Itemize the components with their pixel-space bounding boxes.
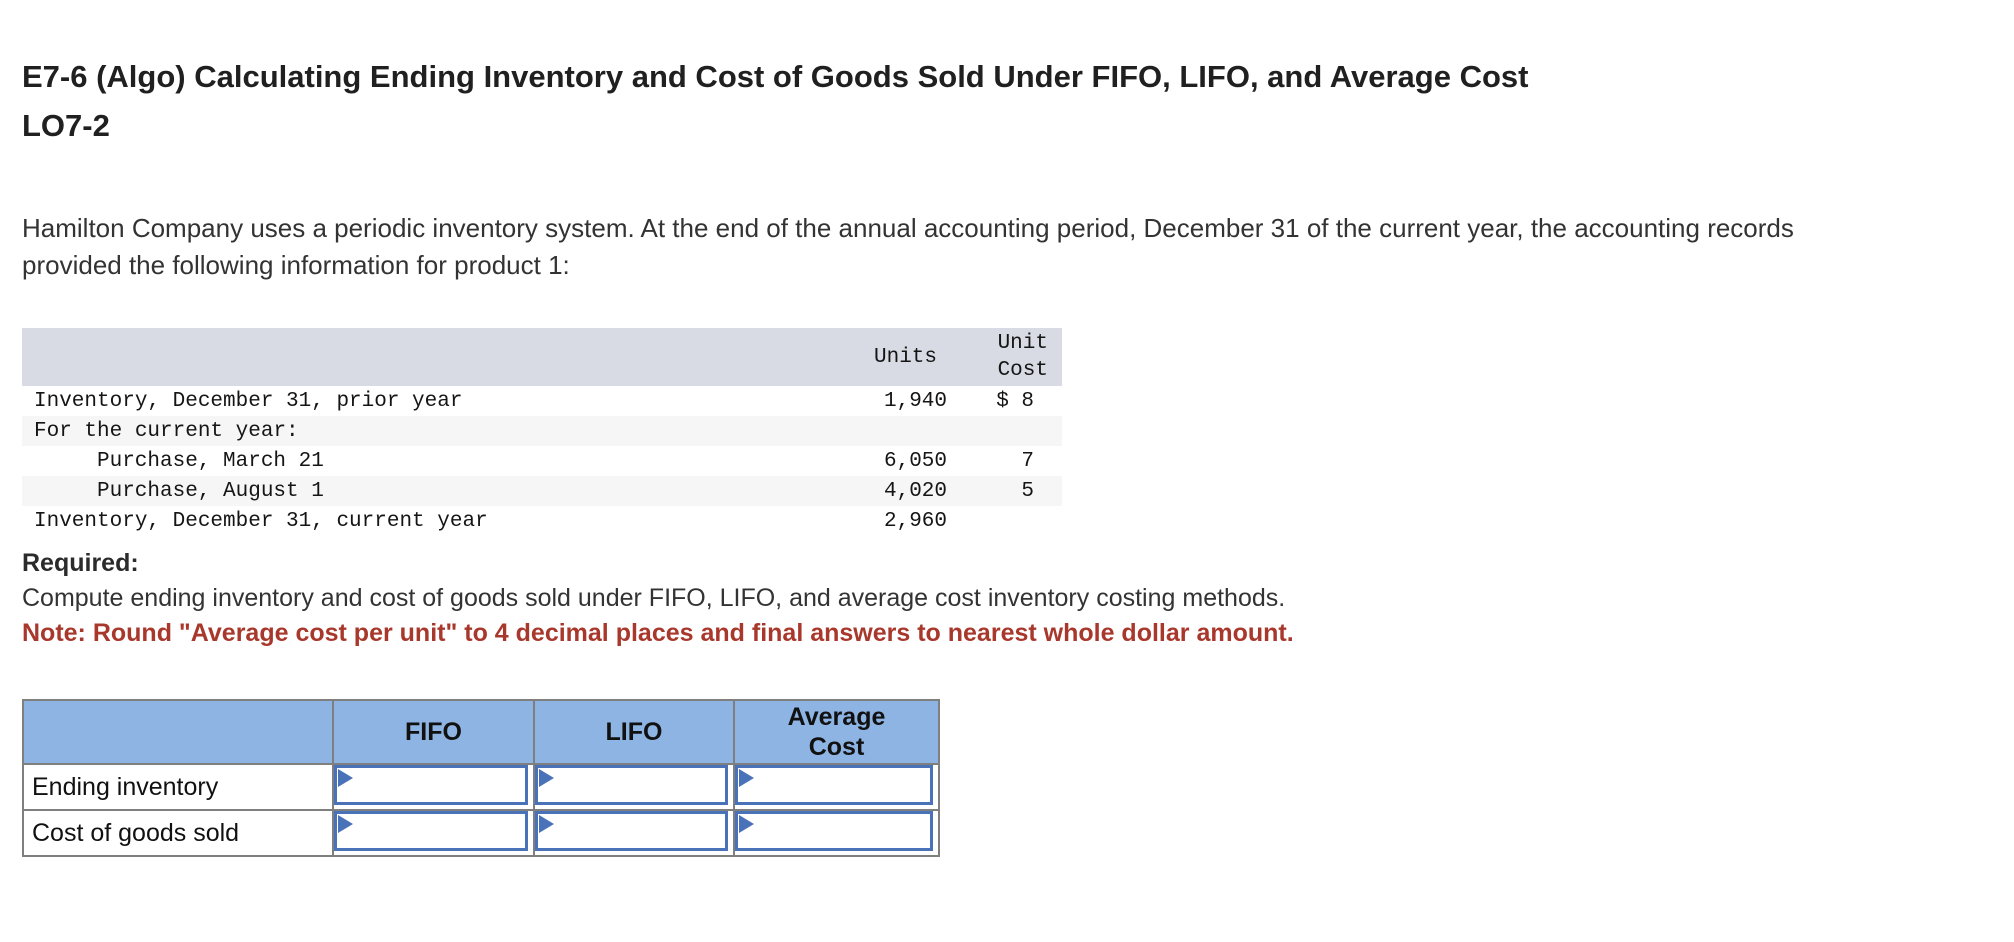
inventory-row-unit-cost: $ 8 bbox=[996, 389, 1034, 413]
inventory-row-units: 4,020 bbox=[883, 479, 947, 503]
table-row: Cost of goods sold bbox=[22, 809, 940, 857]
inventory-row-ending-inventory: Inventory, December 31, current year 2,9… bbox=[22, 506, 1062, 536]
answer-flag-icon bbox=[739, 815, 754, 833]
inventory-row-unit-cost: 5 bbox=[1021, 479, 1034, 503]
inventory-header-spacer bbox=[22, 328, 802, 386]
answer-flag-icon bbox=[539, 769, 554, 787]
unit-cost-column-header: Unit Cost bbox=[947, 328, 1062, 386]
ending-inventory-average-cost-input[interactable] bbox=[735, 765, 933, 805]
column-header-lifo: LIFO bbox=[533, 699, 735, 765]
input-value bbox=[357, 814, 519, 848]
inventory-header-row: Units Unit Cost bbox=[22, 328, 1062, 386]
cost-of-goods-sold-average-cost-input[interactable] bbox=[735, 811, 933, 851]
inventory-row-label: Purchase, August 1 bbox=[97, 479, 324, 503]
answer-table-corner-cell bbox=[22, 699, 334, 765]
column-header-average-cost: Average Cost bbox=[733, 699, 940, 765]
inventory-row-label: For the current year: bbox=[34, 419, 299, 443]
cost-of-goods-sold-lifo-input[interactable] bbox=[535, 811, 728, 851]
unit-cost-header-line2: Cost bbox=[997, 359, 1048, 382]
input-value bbox=[357, 768, 519, 802]
inventory-row-unit-cost: 7 bbox=[1021, 449, 1034, 473]
cell-cost-of-goods-sold-fifo bbox=[332, 809, 535, 857]
intro-paragraph: Hamilton Company uses a periodic invento… bbox=[22, 213, 1794, 280]
inventory-row-units: 6,050 bbox=[883, 449, 947, 473]
problem-title: E7-6 (Algo) Calculating Ending Inventory… bbox=[22, 52, 2014, 150]
cell-ending-inventory-lifo bbox=[533, 763, 735, 811]
inventory-row-label: Purchase, March 21 bbox=[97, 449, 324, 473]
inventory-row-units: 1,940 bbox=[883, 389, 947, 413]
cost-of-goods-sold-fifo-input[interactable] bbox=[334, 811, 528, 851]
inventory-row-units: 2,960 bbox=[883, 509, 947, 533]
ending-inventory-lifo-input[interactable] bbox=[535, 765, 728, 805]
rounding-note: Note: Round "Average cost per unit" to 4… bbox=[22, 619, 1294, 647]
instruction-text: Compute ending inventory and cost of goo… bbox=[22, 584, 1286, 612]
average-cost-header-text: Average Cost bbox=[787, 703, 886, 761]
cell-ending-inventory-fifo bbox=[332, 763, 535, 811]
row-label-cost-of-goods-sold: Cost of goods sold bbox=[22, 809, 334, 857]
problem-title-line2: LO7-2 bbox=[22, 108, 110, 143]
inventory-row-unit-cost bbox=[947, 416, 1062, 446]
inventory-row-label: Inventory, December 31, current year bbox=[34, 509, 488, 533]
cell-cost-of-goods-sold-lifo bbox=[533, 809, 735, 857]
row-label-ending-inventory: Ending inventory bbox=[22, 763, 334, 811]
cell-cost-of-goods-sold-average-cost bbox=[733, 809, 940, 857]
inventory-row-prior-year: Inventory, December 31, prior year 1,940… bbox=[22, 386, 1062, 416]
inventory-row-purchase-march: Purchase, March 21 6,050 7 bbox=[22, 446, 1062, 476]
problem-page: E7-6 (Algo) Calculating Ending Inventory… bbox=[22, 52, 2014, 857]
column-header-fifo: FIFO bbox=[332, 699, 535, 765]
ending-inventory-fifo-input[interactable] bbox=[334, 765, 528, 805]
inventory-data-table: Units Unit Cost Inventory, December 31, p… bbox=[22, 328, 1062, 536]
answer-flag-icon bbox=[539, 815, 554, 833]
required-label: Required: bbox=[22, 549, 139, 577]
inventory-row-current-year-heading: For the current year: bbox=[22, 416, 1062, 446]
cell-ending-inventory-average-cost bbox=[733, 763, 940, 811]
answer-flag-icon bbox=[739, 769, 754, 787]
unit-cost-header-line1: Unit bbox=[997, 332, 1048, 355]
answer-table-header-row: FIFO LIFO Average Cost bbox=[22, 699, 940, 765]
input-value bbox=[758, 814, 924, 848]
inventory-row-purchase-august: Purchase, August 1 4,020 5 bbox=[22, 476, 1062, 506]
inventory-row-units bbox=[802, 416, 947, 446]
input-value bbox=[758, 768, 924, 802]
problem-title-line1: E7-6 (Algo) Calculating Ending Inventory… bbox=[22, 59, 1529, 94]
input-value bbox=[558, 768, 719, 802]
inventory-row-unit-cost bbox=[947, 506, 1062, 536]
table-row: Ending inventory bbox=[22, 763, 940, 811]
answer-flag-icon bbox=[338, 769, 353, 787]
units-column-header: Units bbox=[873, 345, 937, 369]
answer-flag-icon bbox=[338, 815, 353, 833]
answer-table: FIFO LIFO Average Cost Ending inventory bbox=[22, 699, 940, 857]
input-value bbox=[558, 814, 719, 848]
inventory-row-label: Inventory, December 31, prior year bbox=[34, 389, 463, 413]
